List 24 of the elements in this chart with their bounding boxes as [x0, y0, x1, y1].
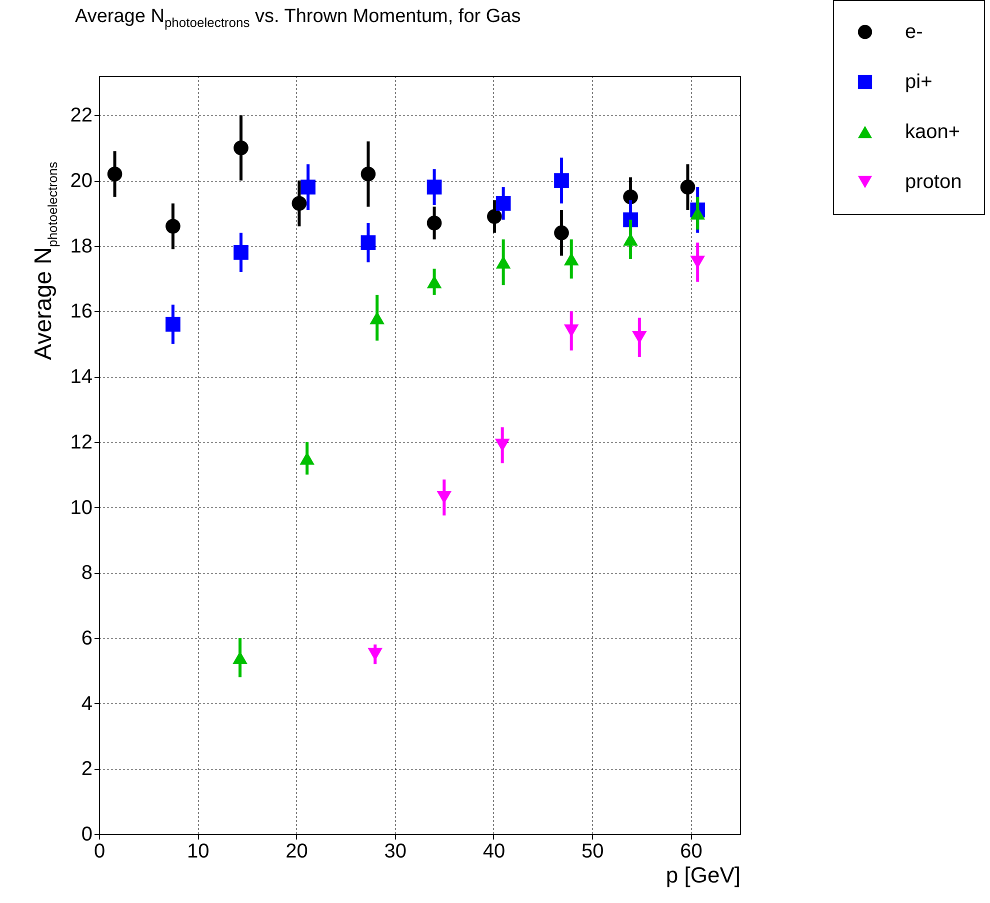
chart-title: Average N$_{photoelectrons}$ vs. Thrown Momentum, for Gas	[75, 6, 521, 30]
legend-label: kaon+	[905, 121, 960, 143]
y-tick-label: 16	[70, 300, 92, 323]
x-tick-label: 50	[581, 840, 604, 862]
y-tick-label: 8	[81, 562, 92, 584]
y-tick-label: 0	[81, 824, 92, 846]
x-tick-label: 40	[482, 840, 506, 862]
y-tick-label: 12	[70, 431, 92, 454]
x-tick-label: 60	[680, 840, 702, 862]
legend-label: pi+	[905, 71, 932, 93]
y-tick-label: 2	[81, 758, 92, 780]
y-tick-label: 22	[70, 104, 92, 127]
y-tick-label: 14	[70, 366, 92, 388]
y-tick-label: 20	[70, 170, 92, 192]
y-tick-label: 6	[81, 627, 92, 650]
x-tick-label: 20	[286, 840, 308, 862]
y-tick-label: 4	[81, 692, 92, 715]
y-tick-label: 10	[70, 496, 92, 519]
x-axis-title: p [GeV]	[666, 862, 740, 888]
x-tick-label: 30	[384, 840, 406, 862]
legend-label: e-	[905, 21, 923, 43]
y-tick-label: 18	[70, 235, 92, 258]
x-tick-label: 10	[186, 840, 210, 862]
legend-label: proton	[905, 171, 962, 193]
